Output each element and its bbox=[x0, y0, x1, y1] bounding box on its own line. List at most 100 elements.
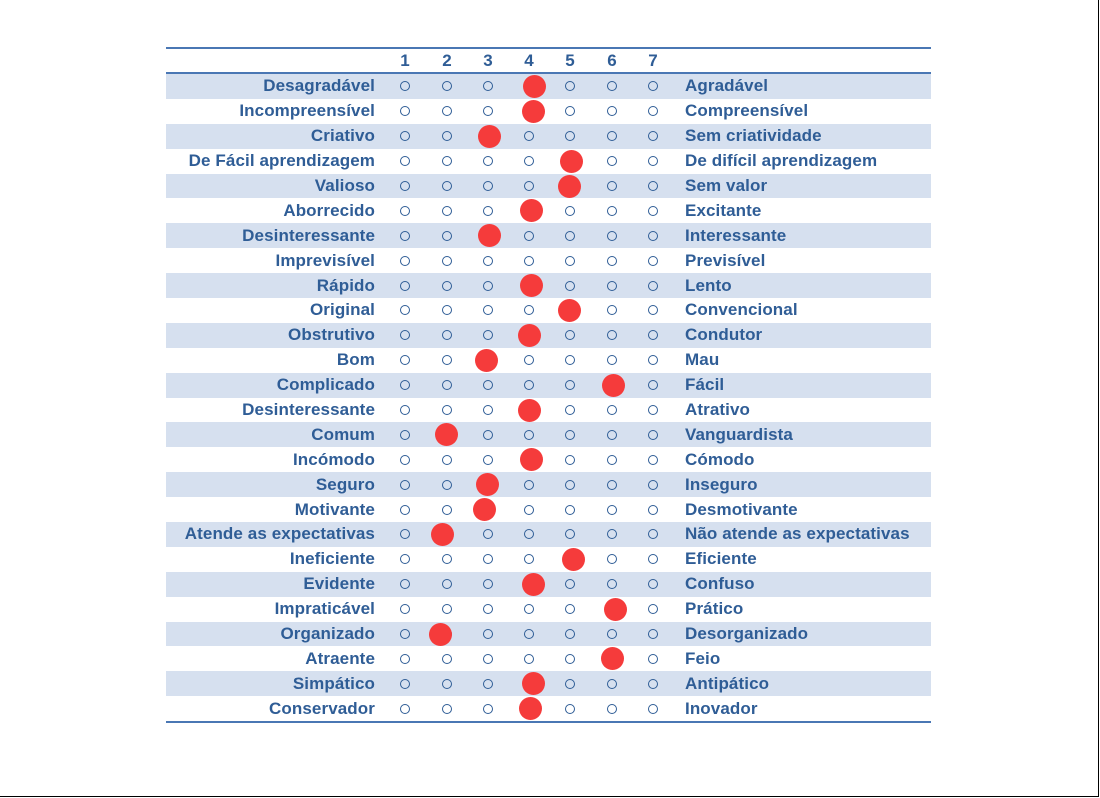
scale-option-circle[interactable] bbox=[400, 255, 410, 266]
scale-option-circle[interactable] bbox=[524, 156, 534, 167]
scale-option-circle[interactable] bbox=[483, 181, 493, 191]
scale-option-circle[interactable] bbox=[400, 156, 410, 167]
scale-option-circle[interactable] bbox=[565, 629, 575, 640]
scale-option-circle[interactable] bbox=[400, 703, 410, 714]
scale-option-circle[interactable] bbox=[524, 429, 534, 440]
scale-option-circle[interactable] bbox=[400, 205, 410, 216]
scale-option-circle[interactable] bbox=[607, 579, 617, 590]
scale-option-circle[interactable] bbox=[483, 81, 493, 92]
scale-option-circle[interactable] bbox=[483, 305, 493, 316]
scale-option-circle[interactable] bbox=[565, 504, 575, 515]
scale-option-circle[interactable] bbox=[442, 230, 452, 241]
scale-option-circle[interactable] bbox=[442, 405, 452, 416]
scale-option-circle[interactable] bbox=[648, 106, 658, 117]
scale-option-circle[interactable] bbox=[648, 81, 658, 92]
scale-option-circle[interactable] bbox=[524, 554, 534, 565]
scale-option-circle[interactable] bbox=[442, 156, 452, 167]
scale-option-circle[interactable] bbox=[565, 579, 575, 590]
scale-option-circle[interactable] bbox=[442, 255, 452, 266]
scale-option-circle[interactable] bbox=[442, 330, 452, 341]
scale-option-circle[interactable] bbox=[565, 280, 575, 291]
scale-option-circle[interactable] bbox=[565, 255, 575, 266]
scale-option-circle[interactable] bbox=[483, 454, 493, 465]
scale-option-circle[interactable] bbox=[400, 678, 410, 689]
scale-option-circle[interactable] bbox=[400, 280, 410, 291]
scale-option-circle[interactable] bbox=[607, 131, 617, 142]
scale-option-circle[interactable] bbox=[565, 106, 575, 117]
scale-option-circle[interactable] bbox=[607, 429, 617, 440]
scale-option-circle[interactable] bbox=[442, 280, 452, 291]
scale-option-circle[interactable] bbox=[483, 629, 493, 640]
scale-option-circle[interactable] bbox=[607, 156, 617, 167]
scale-option-circle[interactable] bbox=[524, 380, 534, 391]
scale-option-circle[interactable] bbox=[442, 380, 452, 391]
scale-option-circle[interactable] bbox=[565, 131, 575, 142]
scale-option-circle[interactable] bbox=[524, 629, 534, 640]
scale-option-circle[interactable] bbox=[565, 81, 575, 92]
scale-option-circle[interactable] bbox=[565, 429, 575, 440]
scale-option-circle[interactable] bbox=[648, 330, 658, 341]
scale-option-circle[interactable] bbox=[400, 554, 410, 565]
scale-option-circle[interactable] bbox=[442, 554, 452, 565]
scale-option-circle[interactable] bbox=[607, 255, 617, 266]
scale-option-circle[interactable] bbox=[400, 579, 410, 590]
scale-option-circle[interactable] bbox=[565, 678, 575, 689]
scale-option-circle[interactable] bbox=[648, 355, 658, 366]
scale-option-circle[interactable] bbox=[524, 305, 534, 316]
scale-option-circle[interactable] bbox=[607, 230, 617, 241]
scale-option-circle[interactable] bbox=[524, 181, 534, 191]
scale-option-circle[interactable] bbox=[648, 479, 658, 490]
scale-option-circle[interactable] bbox=[483, 280, 493, 291]
scale-option-circle[interactable] bbox=[565, 479, 575, 490]
scale-option-circle[interactable] bbox=[648, 529, 658, 540]
scale-option-circle[interactable] bbox=[483, 380, 493, 391]
scale-option-circle[interactable] bbox=[442, 355, 452, 366]
scale-option-circle[interactable] bbox=[400, 454, 410, 465]
scale-option-circle[interactable] bbox=[607, 504, 617, 515]
scale-option-circle[interactable] bbox=[648, 405, 658, 416]
scale-option-circle[interactable] bbox=[524, 604, 534, 615]
scale-option-circle[interactable] bbox=[524, 529, 534, 540]
scale-option-circle[interactable] bbox=[483, 579, 493, 590]
scale-option-circle[interactable] bbox=[442, 678, 452, 689]
scale-option-circle[interactable] bbox=[400, 131, 410, 142]
scale-option-circle[interactable] bbox=[442, 205, 452, 216]
scale-option-circle[interactable] bbox=[400, 81, 410, 92]
scale-option-circle[interactable] bbox=[442, 653, 452, 664]
scale-option-circle[interactable] bbox=[607, 629, 617, 640]
scale-option-circle[interactable] bbox=[648, 703, 658, 714]
scale-option-circle[interactable] bbox=[400, 330, 410, 341]
scale-option-circle[interactable] bbox=[565, 330, 575, 341]
scale-option-circle[interactable] bbox=[607, 703, 617, 714]
scale-option-circle[interactable] bbox=[648, 579, 658, 590]
scale-option-circle[interactable] bbox=[400, 355, 410, 366]
scale-option-circle[interactable] bbox=[607, 305, 617, 316]
scale-option-circle[interactable] bbox=[648, 380, 658, 391]
scale-option-circle[interactable] bbox=[648, 181, 658, 191]
scale-option-circle[interactable] bbox=[648, 205, 658, 216]
scale-option-circle[interactable] bbox=[565, 529, 575, 540]
scale-option-circle[interactable] bbox=[607, 479, 617, 490]
scale-option-circle[interactable] bbox=[607, 355, 617, 366]
scale-option-circle[interactable] bbox=[648, 554, 658, 565]
scale-option-circle[interactable] bbox=[524, 504, 534, 515]
scale-option-circle[interactable] bbox=[565, 380, 575, 391]
scale-option-circle[interactable] bbox=[400, 405, 410, 416]
scale-option-circle[interactable] bbox=[442, 181, 452, 191]
scale-option-circle[interactable] bbox=[648, 429, 658, 440]
scale-option-circle[interactable] bbox=[483, 604, 493, 615]
scale-option-circle[interactable] bbox=[400, 504, 410, 515]
scale-option-circle[interactable] bbox=[400, 106, 410, 117]
scale-option-circle[interactable] bbox=[442, 479, 452, 490]
scale-option-circle[interactable] bbox=[648, 678, 658, 689]
scale-option-circle[interactable] bbox=[400, 305, 410, 316]
scale-option-circle[interactable] bbox=[442, 604, 452, 615]
scale-option-circle[interactable] bbox=[400, 529, 410, 540]
scale-option-circle[interactable] bbox=[648, 156, 658, 167]
scale-option-circle[interactable] bbox=[483, 678, 493, 689]
scale-option-circle[interactable] bbox=[483, 653, 493, 664]
scale-option-circle[interactable] bbox=[400, 629, 410, 640]
scale-option-circle[interactable] bbox=[442, 504, 452, 515]
scale-option-circle[interactable] bbox=[565, 703, 575, 714]
scale-option-circle[interactable] bbox=[524, 653, 534, 664]
